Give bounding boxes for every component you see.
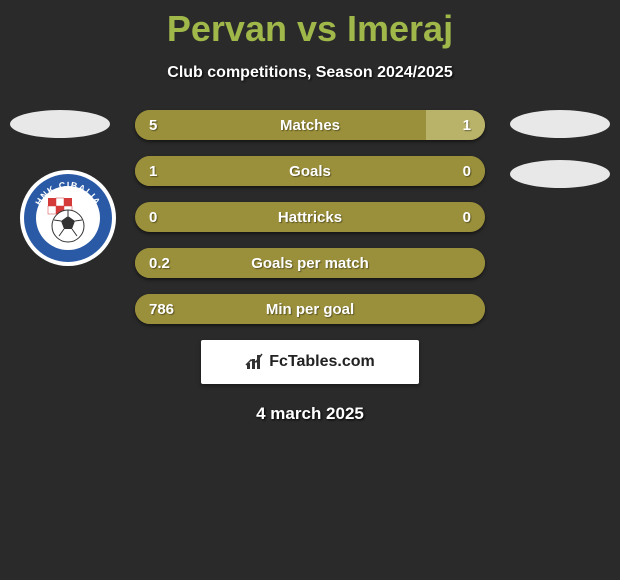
stat-label: Goals xyxy=(195,163,425,180)
placeholder-ellipse-right-1 xyxy=(510,110,610,138)
stat-row: 0Hattricks0 xyxy=(135,202,485,232)
stat-label: Hattricks xyxy=(195,209,425,226)
stat-label: Goals per match xyxy=(195,255,425,272)
stat-rows-container: 5Matches11Goals00Hattricks00.2Goals per … xyxy=(135,110,485,324)
content-area: HNK CIBALIA 5Matches11Goals00Hattricks00… xyxy=(0,110,620,424)
page-title: Pervan vs Imeraj xyxy=(0,0,620,50)
stat-row: 786Min per goal xyxy=(135,294,485,324)
placeholder-ellipse-right-2 xyxy=(510,160,610,188)
stat-value-left: 1 xyxy=(135,163,195,180)
stat-value-left: 5 xyxy=(135,117,195,134)
club-logo: HNK CIBALIA xyxy=(18,168,118,268)
date-text: 4 march 2025 xyxy=(0,404,620,424)
stat-value-left: 786 xyxy=(135,301,195,318)
stat-row: 0.2Goals per match xyxy=(135,248,485,278)
stat-value-right: 0 xyxy=(425,163,485,180)
chart-icon xyxy=(245,353,265,371)
stat-label: Matches xyxy=(195,117,425,134)
stat-value-right: 1 xyxy=(425,117,485,134)
branding-text: FcTables.com xyxy=(269,353,375,371)
stat-value-left: 0.2 xyxy=(135,255,195,272)
branding-box: FcTables.com xyxy=(201,340,419,384)
placeholder-ellipse-left xyxy=(10,110,110,138)
stat-row: 1Goals0 xyxy=(135,156,485,186)
stat-row: 5Matches1 xyxy=(135,110,485,140)
stat-value-right: 0 xyxy=(425,209,485,226)
stat-value-left: 0 xyxy=(135,209,195,226)
club-logo-svg: HNK CIBALIA xyxy=(18,168,118,268)
stat-label: Min per goal xyxy=(195,301,425,318)
branding: FcTables.com xyxy=(245,353,375,371)
page-subtitle: Club competitions, Season 2024/2025 xyxy=(0,64,620,82)
